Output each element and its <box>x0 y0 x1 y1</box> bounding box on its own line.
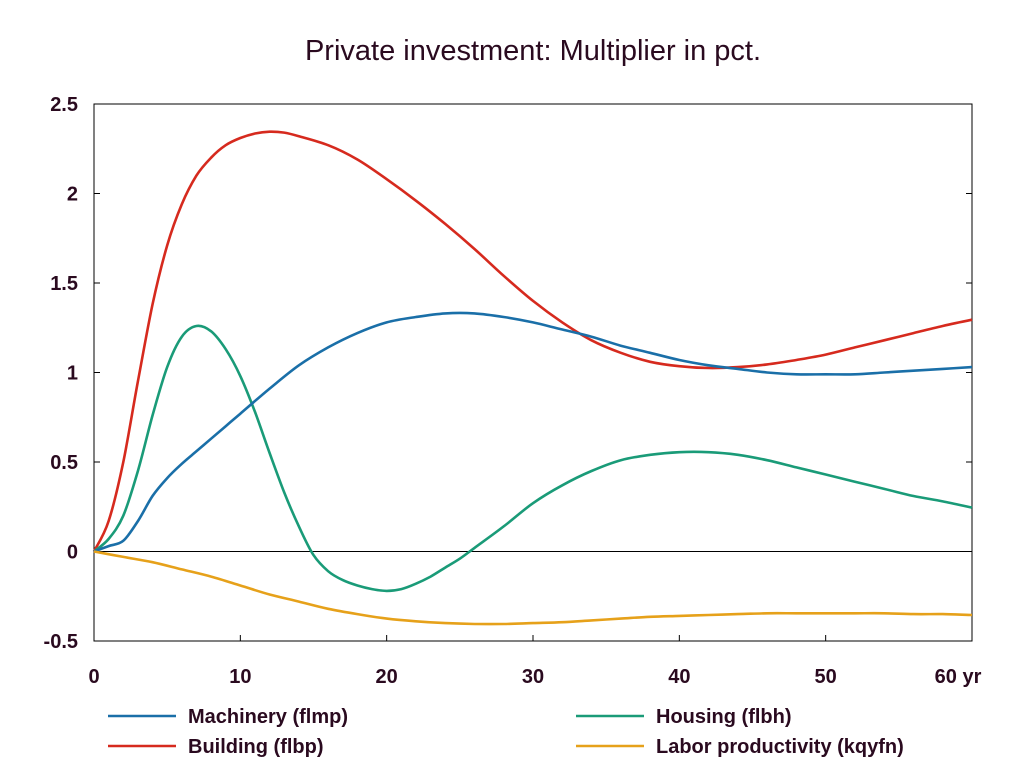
x-tick-label: 30 <box>522 666 544 688</box>
x-tick-label: 10 <box>229 666 251 688</box>
legend-label-building: Building (flbp) <box>188 736 324 758</box>
y-tick-label: 0.5 <box>50 452 78 474</box>
series-line-building <box>92 130 973 553</box>
y-tick-label: 2.5 <box>50 94 78 116</box>
series-line-housing <box>93 324 973 593</box>
chart-title: Private investment: Multiplier in pct. <box>305 35 761 67</box>
x-tick-label: 0 <box>88 666 99 688</box>
legend-label-housing: Housing (flbh) <box>656 706 792 728</box>
y-tick-label: 2 <box>67 184 78 206</box>
series-line-labor <box>93 550 973 626</box>
axis-ticks: -0.5 0 0.5 1 1.5 2 2.5 0 10 20 30 40 50 60 yr <box>44 94 982 688</box>
legend-label-machinery: Machinery (flmp) <box>188 706 348 728</box>
x-tick-label: 50 <box>815 666 837 688</box>
y-tick-label: 1.5 <box>50 273 78 295</box>
plot-frame <box>93 103 973 642</box>
legend-label-labor: Labor productivity (kqyfn) <box>656 736 904 758</box>
y-tick-label: 0 <box>67 542 78 564</box>
series-lines <box>92 130 973 626</box>
legend: Machinery (flmp) Housing (flbh) Building (… <box>108 706 904 758</box>
x-tick-label: 60 yr <box>935 666 982 688</box>
y-tick-label: -0.5 <box>44 631 78 653</box>
x-tick-label: 40 <box>668 666 690 688</box>
y-tick-label: 1 <box>67 363 78 385</box>
series-line-machinery <box>93 311 973 553</box>
x-tick-label: 20 <box>376 666 398 688</box>
